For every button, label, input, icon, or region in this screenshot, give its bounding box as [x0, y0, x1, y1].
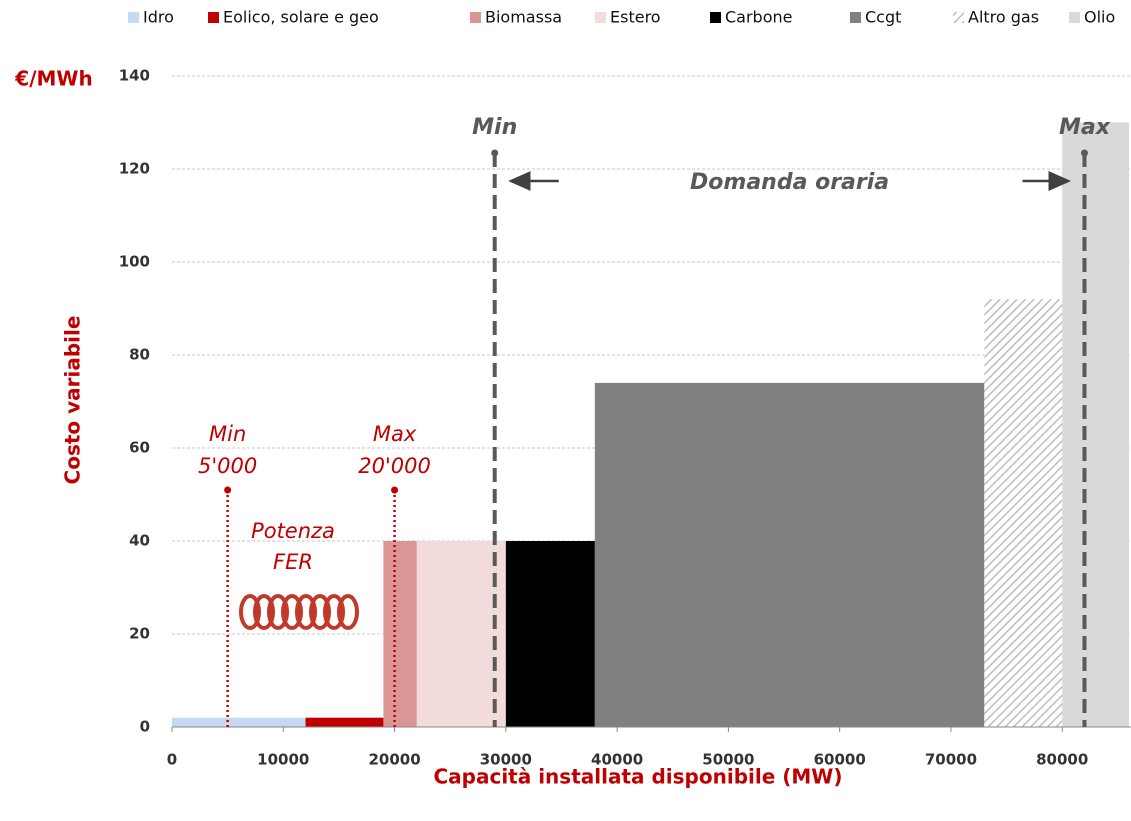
legend-label: Ccgt	[865, 8, 901, 27]
legend-swatch	[595, 12, 606, 23]
legend-label: Olio	[1084, 8, 1115, 27]
legend-swatch	[1069, 12, 1080, 23]
demand-title: Domanda oraria	[690, 170, 889, 195]
x-tick-label: 30000	[480, 751, 532, 769]
demand-label: Max	[1059, 115, 1111, 140]
bar	[594, 382, 985, 727]
y-tick-label: 40	[129, 532, 150, 550]
y-axis-title: Costo variabile	[61, 316, 85, 485]
bar	[984, 299, 1063, 727]
bar	[1062, 122, 1129, 727]
y-unit: €/MWh	[14, 67, 92, 91]
y-tick-label: 80	[129, 346, 150, 364]
legend-label: Altro gas	[968, 8, 1039, 27]
fer-dot	[391, 486, 399, 494]
fer-value: 20'000	[358, 454, 431, 478]
x-tick-label: 20000	[368, 751, 420, 769]
demand-dot	[491, 149, 499, 157]
y-tick-label: 140	[119, 67, 150, 85]
x-tick-label: 10000	[257, 751, 309, 769]
x-tick-label: 40000	[591, 751, 643, 769]
spring-icon	[239, 594, 359, 630]
x-tick-label: 70000	[925, 751, 977, 769]
x-tick-label: 80000	[1036, 751, 1088, 769]
legend-label: Idro	[143, 8, 174, 27]
y-tick-label: 60	[129, 439, 150, 457]
legend-swatch	[953, 12, 964, 23]
fer-label: Potenza	[251, 519, 335, 543]
x-axis-title: Capacità installata disponibile (MW)	[433, 765, 842, 789]
x-tick-label: 0	[167, 751, 177, 769]
bar	[505, 541, 595, 727]
y-tick-label: 20	[129, 625, 150, 643]
demand-dot	[1080, 149, 1088, 157]
fer-value: 5'000	[198, 454, 257, 478]
legend-label: Eolico, solare e geo	[223, 8, 379, 27]
fer-text: Max	[373, 422, 417, 446]
y-tick-label: 120	[119, 160, 150, 178]
y-tick-label: 0	[140, 718, 150, 736]
legend-swatch	[710, 12, 721, 23]
bar	[416, 541, 506, 727]
bar	[383, 541, 417, 727]
legend-swatch	[208, 12, 219, 23]
legend-swatch	[128, 12, 139, 23]
fer-label: FER	[273, 550, 313, 574]
legend-label: Carbone	[725, 8, 792, 27]
legend-swatch	[470, 12, 481, 23]
fer-text: Min	[209, 422, 246, 446]
legend-label: Biomassa	[485, 8, 562, 27]
bar	[172, 717, 306, 727]
x-tick-label: 50000	[702, 751, 754, 769]
demand-label: Min	[472, 115, 517, 140]
legend-label: Estero	[610, 8, 661, 27]
y-tick-label: 100	[119, 253, 150, 271]
x-tick-label: 60000	[814, 751, 866, 769]
fer-dot	[224, 486, 232, 494]
legend-swatch	[850, 12, 861, 23]
bar	[305, 717, 384, 727]
